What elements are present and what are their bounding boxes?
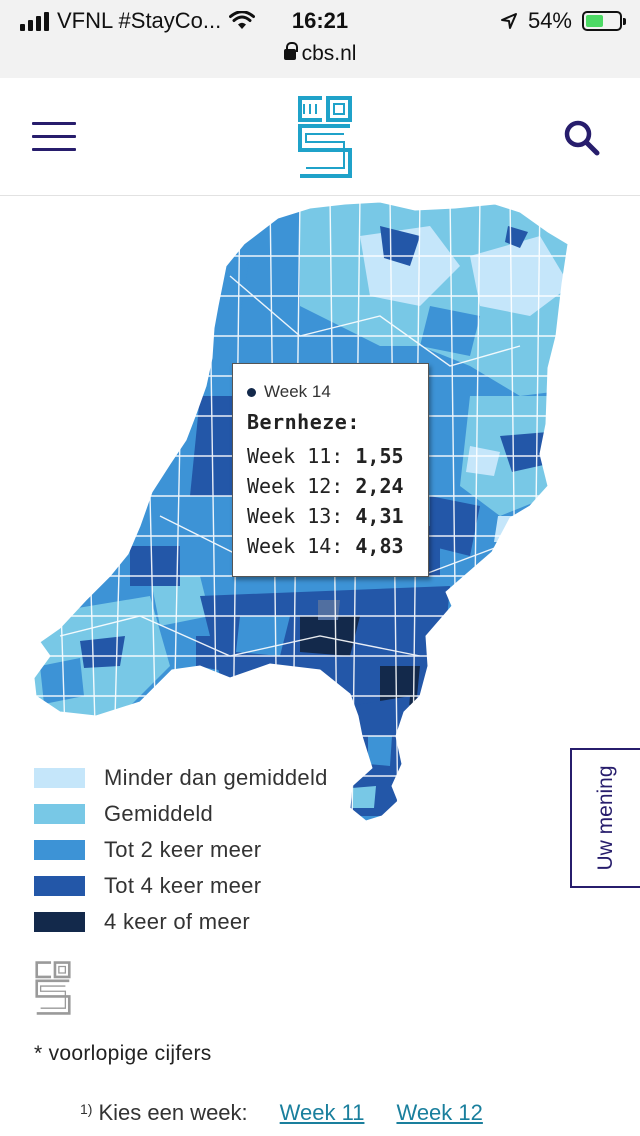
cbs-small-logo-icon [35,961,71,1015]
map-legend: Minder dan gemiddeld Gemiddeld Tot 2 kee… [34,760,328,940]
legend-item: Gemiddeld [34,796,328,832]
lock-icon [283,42,298,60]
series-dot-icon [247,387,256,397]
site-header [0,78,640,196]
status-right: 54% [500,8,626,34]
carrier-area: VFNL #StayCo... [20,8,256,34]
address-bar[interactable]: cbs.nl [0,42,640,66]
tooltip-row: Week 13: 4,31 [247,504,404,528]
week-12-link[interactable]: Week 12 [396,1100,483,1125]
feedback-label: Uw mening [594,765,617,871]
tooltip-municipality: Bernheze: [247,410,360,434]
legend-item: 4 keer of meer [34,904,328,940]
battery-percent: 54% [527,8,572,33]
legend-item: Minder dan gemiddeld [34,760,328,796]
tooltip-row: Week 11: 1,55 [247,444,404,468]
url-text: cbs.nl [301,42,357,65]
legend-swatch [34,912,85,932]
wifi-icon [229,11,256,29]
footnote: * voorlopige cijfers [34,1042,212,1065]
feedback-tab-button[interactable]: Uw mening [570,748,640,888]
week-selector-label: Kies een week: [98,1100,248,1125]
week-selector: 1) Kies een week: Week 11 Week 12 [80,1100,483,1126]
carrier-name: VFNL #StayCo... [57,8,222,33]
legend-swatch [34,804,85,824]
tooltip-row: Week 14: 4,83 [247,534,404,558]
legend-label: Gemiddeld [104,801,214,826]
legend-item: Tot 4 keer meer [34,868,328,904]
search-icon[interactable] [562,118,602,158]
tooltip-series-label: Week 14 [264,382,331,401]
map-tooltip: Week 14 Bernheze: Week 11: 1,55 Week 12:… [232,363,429,577]
hamburger-menu-icon[interactable] [32,122,76,152]
legend-swatch [34,840,85,860]
tooltip-row: Week 12: 2,24 [247,474,404,498]
legend-label: Tot 4 keer meer [104,873,262,898]
legend-label: Tot 2 keer meer [104,837,262,862]
tooltip-series: Week 14 [247,382,414,402]
legend-label: Minder dan gemiddeld [104,765,328,790]
legend-swatch [34,876,85,896]
week-11-link[interactable]: Week 11 [279,1100,365,1125]
footnote-marker: 1) [80,1101,93,1117]
legend-label: 4 keer of meer [104,909,251,934]
battery-icon [582,11,626,31]
signal-icon [20,11,49,31]
location-arrow-icon [500,13,517,29]
legend-item: Tot 2 keer meer [34,832,328,868]
status-bar: VFNL #StayCo... 16:21 54% cbs.nl [0,0,640,78]
cbs-logo-icon[interactable] [296,94,354,180]
legend-swatch [34,768,85,788]
municipality-choropleth-map[interactable] [0,196,640,826]
